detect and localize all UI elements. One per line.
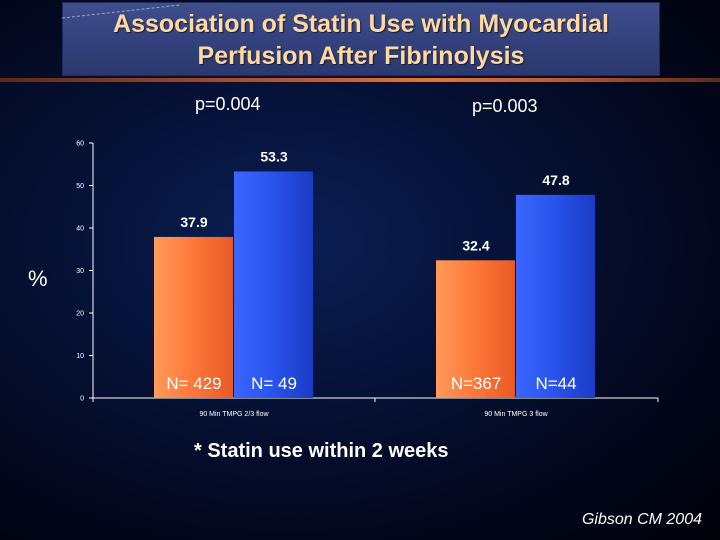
footnote: * Statin use within 2 weeks	[194, 440, 449, 462]
n-label: N=367	[451, 374, 502, 393]
p-value-1: p=0.004	[195, 94, 261, 114]
y-unit-label: %	[28, 266, 48, 291]
data-label: 32.4	[462, 237, 489, 253]
bar	[516, 194, 595, 398]
chart-labels: 90 Min TMPG 2/3 flow 37.9 N= 429 53.3 N= 49 9…	[166, 148, 576, 418]
title-band	[62, 2, 660, 76]
n-label: N= 49	[251, 374, 297, 393]
bar	[154, 236, 233, 398]
y-tick-label: 30	[76, 268, 84, 275]
slide-title: Association of Statin Use with Myocardia…	[113, 10, 609, 70]
chart-bars	[154, 171, 595, 398]
y-tick-label: 20	[76, 311, 84, 318]
y-tick-label: 60	[76, 141, 84, 148]
category-label: 90 Min TMPG 3 flow	[484, 411, 548, 418]
y-tick-label: 40	[76, 226, 84, 233]
data-label: 37.9	[180, 214, 207, 230]
data-label: 53.3	[260, 148, 287, 164]
p-value-2: p=0.003	[472, 96, 538, 116]
y-tick-label: 0	[80, 396, 84, 403]
n-label: N= 429	[166, 374, 221, 393]
title-divider	[0, 78, 720, 82]
bar	[234, 171, 313, 398]
y-tick-label: 50	[76, 183, 84, 190]
source-credit: Gibson CM 2004	[581, 511, 702, 528]
n-label: N=44	[535, 374, 576, 393]
bar	[436, 260, 515, 398]
data-label: 47.8	[542, 172, 569, 188]
y-tick-label: 10	[76, 353, 84, 360]
category-label: 90 Min TMPG 2/3 flow	[199, 411, 269, 418]
